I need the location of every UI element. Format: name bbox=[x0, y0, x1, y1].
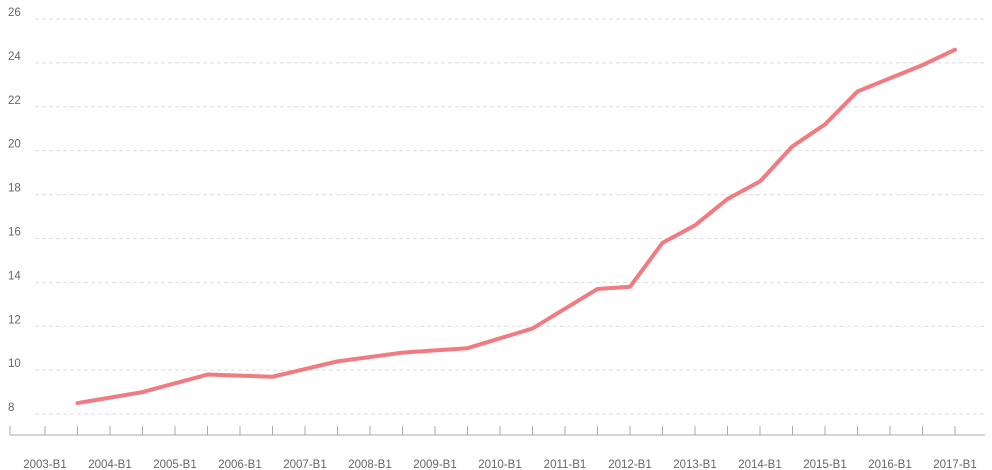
x-tick-label: 2007-B1 bbox=[283, 459, 326, 470]
x-tick-label: 2011-B1 bbox=[544, 459, 587, 470]
x-tick-label: 2004-B1 bbox=[88, 459, 131, 470]
y-tick-label: 8 bbox=[8, 402, 14, 414]
y-tick-label: 14 bbox=[8, 270, 21, 282]
y-tick-label: 12 bbox=[8, 314, 21, 326]
y-tick-label: 22 bbox=[8, 95, 21, 107]
x-tick-label: 2008-B1 bbox=[348, 459, 391, 470]
y-tick-label: 24 bbox=[8, 51, 21, 63]
y-tick-label: 20 bbox=[8, 139, 21, 151]
x-tick-label: 2012-B1 bbox=[608, 459, 651, 470]
x-tick-label: 2016-B1 bbox=[868, 459, 911, 470]
x-tick-label: 2003-B1 bbox=[23, 459, 66, 470]
x-tick-label: 2013-B1 bbox=[673, 459, 716, 470]
x-tick-label: 2015-B1 bbox=[803, 459, 846, 470]
x-tick-label: 2005-B1 bbox=[153, 459, 196, 470]
x-tick-label: 2017-B1 bbox=[933, 459, 976, 470]
data-line bbox=[75, 47, 957, 406]
x-tick-label: 2006-B1 bbox=[218, 459, 261, 470]
x-tick-label: 2014-B1 bbox=[738, 459, 781, 470]
y-tick-label: 10 bbox=[8, 358, 21, 370]
y-tick-label: 26 bbox=[8, 7, 21, 19]
y-tick-label: 16 bbox=[8, 227, 21, 239]
y-tick-label: 18 bbox=[8, 183, 21, 195]
x-tick-label: 2009-B1 bbox=[413, 459, 456, 470]
x-tick-label: 2010-B1 bbox=[478, 459, 521, 470]
